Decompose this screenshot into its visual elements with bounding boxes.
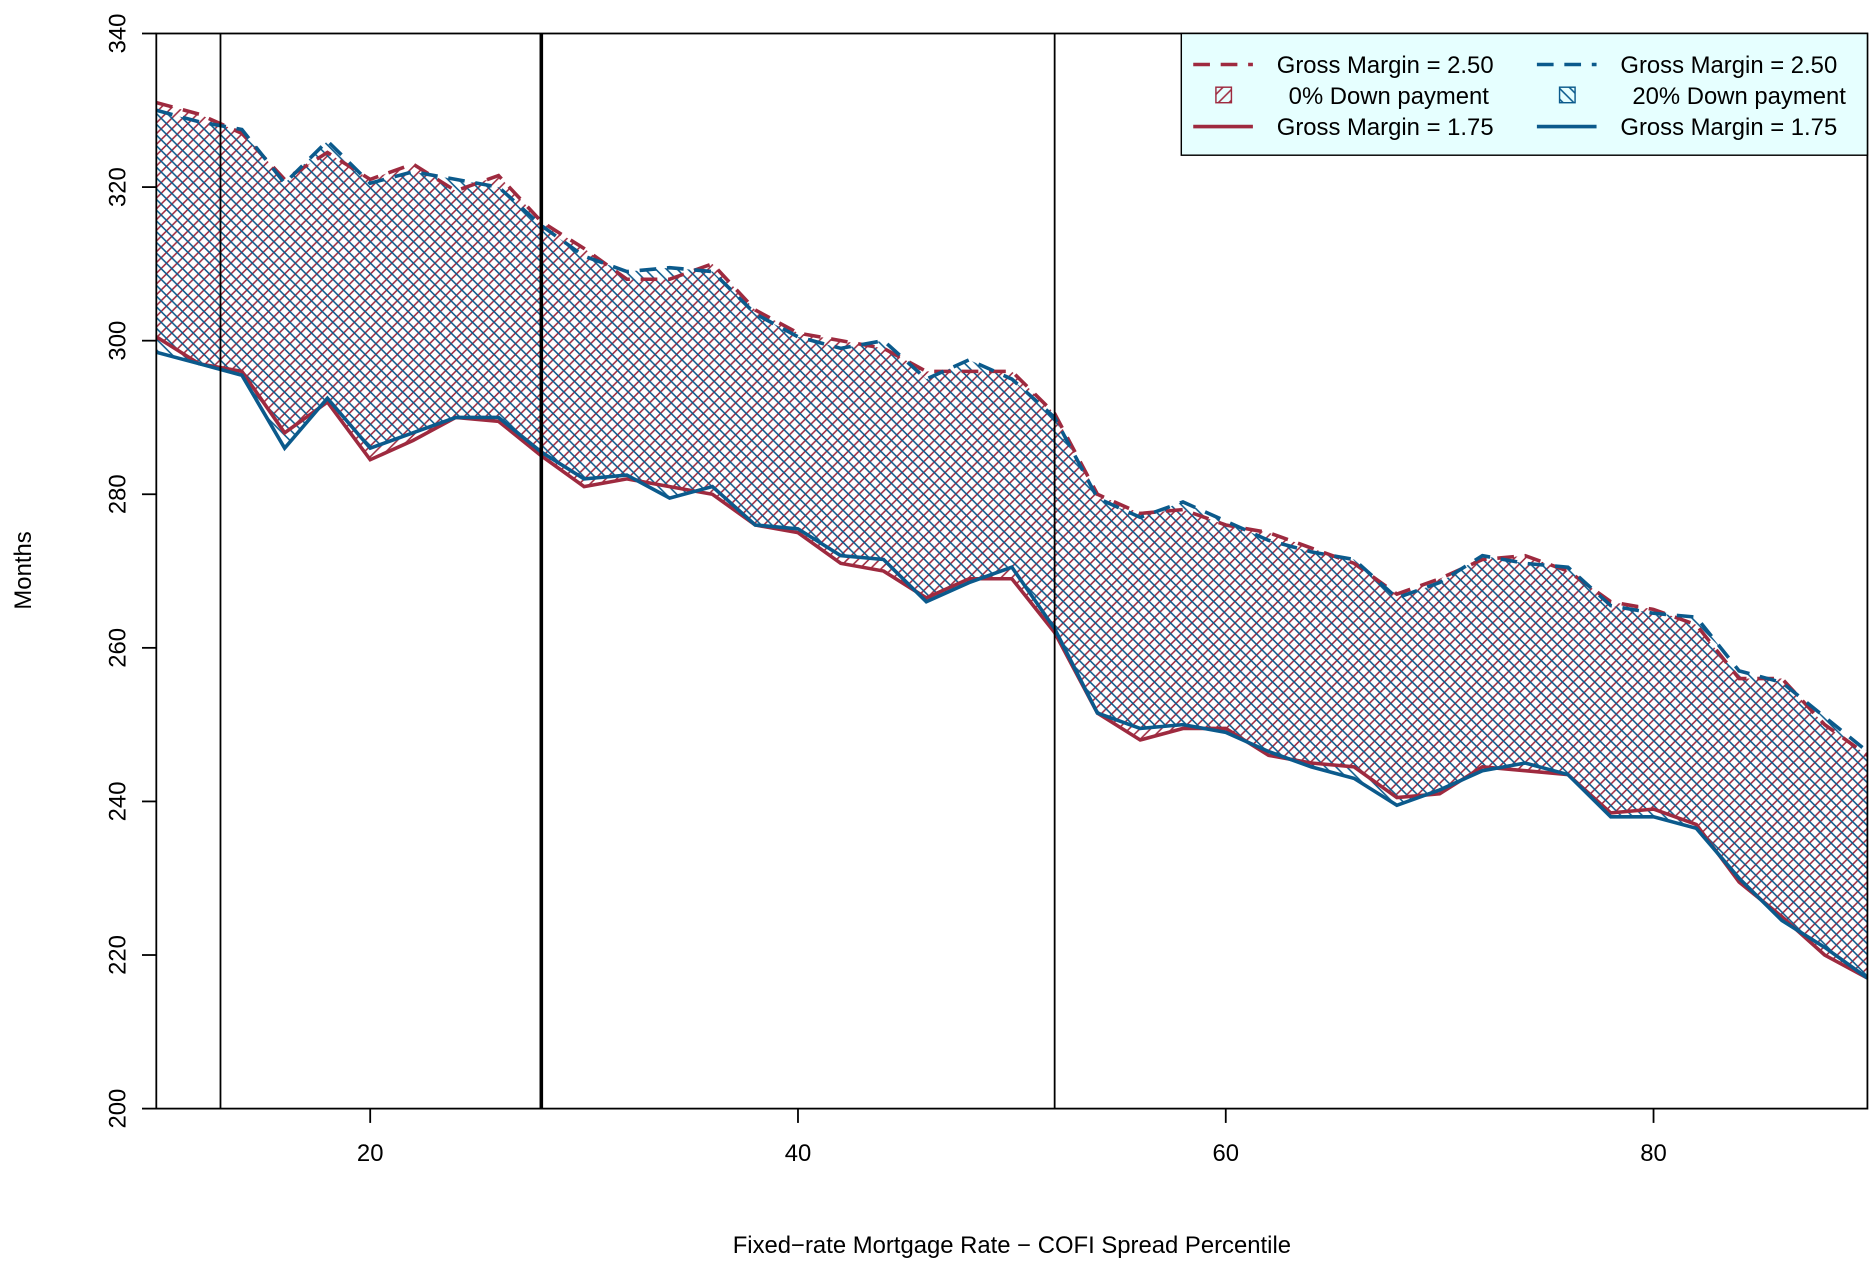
x-tick-label: 80: [1640, 1140, 1667, 1167]
y-tick-label: 240: [104, 782, 131, 822]
legend-box: [1180, 32, 1869, 156]
legend-label: Gross Margin = 1.75: [1620, 114, 1837, 141]
legend-label: Gross Margin = 2.50: [1277, 52, 1494, 79]
x-tick-label: 60: [1212, 1140, 1239, 1167]
series-line: [156, 350, 1868, 980]
y-axis-label: Months: [10, 531, 37, 609]
x-tick-label: 40: [785, 1140, 812, 1167]
y-tick-label: 340: [104, 14, 131, 54]
plot-area: [156, 100, 1868, 980]
legend-label: Gross Margin = 2.50: [1620, 52, 1837, 79]
series-line: [156, 108, 1868, 753]
y-tick-label: 280: [104, 474, 131, 514]
hatched-band: [156, 110, 1868, 979]
legend-label: Gross Margin = 1.75: [1277, 114, 1494, 141]
plot-frame: [155, 32, 1869, 1110]
y-tick-label: 300: [104, 321, 131, 361]
y-tick-label: 260: [104, 628, 131, 668]
y-tick-label: 200: [104, 1089, 131, 1129]
legend-label: 0% Down payment: [1289, 83, 1490, 110]
legend-swatch: [1215, 86, 1233, 104]
x-tick-label: 20: [357, 1140, 384, 1167]
y-tick-label: 220: [104, 935, 131, 975]
x-axis-label: Fixed−rate Mortgage Rate − COFI Spread P…: [733, 1232, 1291, 1259]
legend-label: 20% Down payment: [1632, 83, 1846, 110]
legend-swatch: [1558, 86, 1576, 104]
y-tick-label: 320: [104, 167, 131, 207]
